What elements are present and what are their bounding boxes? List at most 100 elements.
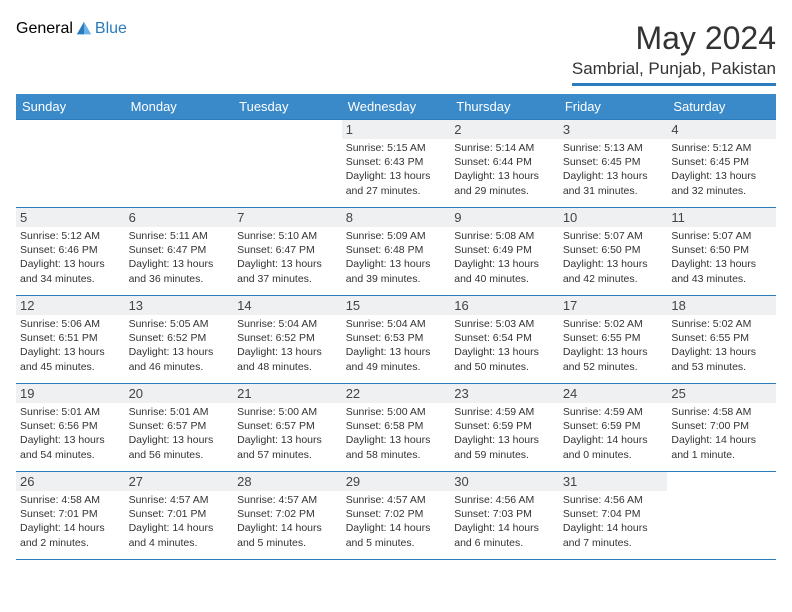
calendar-cell: 20 Sunrise: 5:01 AMSunset: 6:57 PMDayligh…	[125, 384, 234, 472]
day-number: 5	[16, 208, 125, 227]
calendar-cell: 6 Sunrise: 5:11 AMSunset: 6:47 PMDaylight…	[125, 208, 234, 296]
day-info: Sunrise: 4:59 AMSunset: 6:59 PMDaylight:…	[563, 405, 664, 462]
calendar-cell: 11 Sunrise: 5:07 AMSunset: 6:50 PMDayligh…	[667, 208, 776, 296]
calendar-cell: 24Sunrise: 4:59 AMSunset: 6:59 PMDayligh…	[559, 384, 668, 472]
calendar-row: 19 Sunrise: 5:01 AMSunset: 6:56 PMDayligh…	[16, 384, 776, 472]
day-info: Sunrise: 5:04 AMSunset: 6:52 PMDaylight:…	[237, 317, 338, 374]
day-info: Sunrise: 5:15 AMSunset: 6:43 PMDaylight:…	[346, 141, 447, 198]
calendar-cell: 7 Sunrise: 5:10 AMSunset: 6:47 PMDaylight…	[233, 208, 342, 296]
day-info: Sunrise: 5:02 AMSunset: 6:55 PMDaylight:…	[563, 317, 664, 374]
day-info: Sunrise: 5:12 AMSunset: 6:45 PMDaylight:…	[671, 141, 772, 198]
location: Sambrial, Punjab, Pakistan	[572, 59, 776, 86]
calendar-table: SundayMondayTuesdayWednesdayThursdayFrid…	[16, 94, 776, 560]
day-number: 29	[342, 472, 451, 491]
day-number: 2	[450, 120, 559, 139]
calendar-row: 1 Sunrise: 5:15 AMSunset: 6:43 PMDaylight…	[16, 120, 776, 208]
day-info: Sunrise: 4:57 AMSunset: 7:02 PMDaylight:…	[346, 493, 447, 550]
day-info: Sunrise: 4:58 AMSunset: 7:01 PMDaylight:…	[20, 493, 121, 550]
day-info: Sunrise: 5:07 AMSunset: 6:50 PMDaylight:…	[671, 229, 772, 286]
calendar-cell: 14 Sunrise: 5:04 AMSunset: 6:52 PMDayligh…	[233, 296, 342, 384]
day-number: 25	[667, 384, 776, 403]
calendar-cell: 30 Sunrise: 4:56 AMSunset: 7:03 PMDayligh…	[450, 472, 559, 560]
day-info: Sunrise: 5:01 AMSunset: 6:56 PMDaylight:…	[20, 405, 121, 462]
day-number: 7	[233, 208, 342, 227]
calendar-cell: 13 Sunrise: 5:05 AMSunset: 6:52 PMDayligh…	[125, 296, 234, 384]
day-info: Sunrise: 5:10 AMSunset: 6:47 PMDaylight:…	[237, 229, 338, 286]
day-info: Sunrise: 4:56 AMSunset: 7:04 PMDaylight:…	[563, 493, 664, 550]
weekday-header: Saturday	[667, 94, 776, 120]
calendar-cell: 2Sunrise: 5:14 AMSunset: 6:44 PMDaylight…	[450, 120, 559, 208]
calendar-cell: 29 Sunrise: 4:57 AMSunset: 7:02 PMDayligh…	[342, 472, 451, 560]
day-number: 9	[450, 208, 559, 227]
day-number: 10	[559, 208, 668, 227]
day-number: 27	[125, 472, 234, 491]
calendar-cell: 23Sunrise: 4:59 AMSunset: 6:59 PMDayligh…	[450, 384, 559, 472]
calendar-cell	[667, 472, 776, 560]
day-info: Sunrise: 5:05 AMSunset: 6:52 PMDaylight:…	[129, 317, 230, 374]
calendar-cell: 4 Sunrise: 5:12 AMSunset: 6:45 PMDaylight…	[667, 120, 776, 208]
weekday-header: Sunday	[16, 94, 125, 120]
calendar-cell: 27 Sunrise: 4:57 AMSunset: 7:01 PMDayligh…	[125, 472, 234, 560]
header: General Blue May 2024 Sambrial, Punjab, …	[16, 20, 776, 86]
day-info: Sunrise: 5:09 AMSunset: 6:48 PMDaylight:…	[346, 229, 447, 286]
logo-blue: Blue	[95, 20, 127, 38]
calendar-cell: 18Sunrise: 5:02 AMSunset: 6:55 PMDayligh…	[667, 296, 776, 384]
calendar-cell: 21 Sunrise: 5:00 AMSunset: 6:57 PMDayligh…	[233, 384, 342, 472]
calendar-cell: 9 Sunrise: 5:08 AMSunset: 6:49 PMDaylight…	[450, 208, 559, 296]
logo: General Blue	[16, 20, 127, 38]
day-number: 11	[667, 208, 776, 227]
calendar-cell: 15 Sunrise: 5:04 AMSunset: 6:53 PMDayligh…	[342, 296, 451, 384]
day-info: Sunrise: 4:58 AMSunset: 7:00 PMDaylight:…	[671, 405, 772, 462]
day-number: 13	[125, 296, 234, 315]
day-info: Sunrise: 5:00 AMSunset: 6:57 PMDaylight:…	[237, 405, 338, 462]
day-info: Sunrise: 5:13 AMSunset: 6:45 PMDaylight:…	[563, 141, 664, 198]
calendar-cell: 31Sunrise: 4:56 AMSunset: 7:04 PMDayligh…	[559, 472, 668, 560]
compass-icon	[75, 20, 93, 38]
day-number: 12	[16, 296, 125, 315]
calendar-row: 12 Sunrise: 5:06 AMSunset: 6:51 PMDayligh…	[16, 296, 776, 384]
calendar-row: 26Sunrise: 4:58 AMSunset: 7:01 PMDayligh…	[16, 472, 776, 560]
calendar-cell: 3 Sunrise: 5:13 AMSunset: 6:45 PMDaylight…	[559, 120, 668, 208]
calendar-cell: 5Sunrise: 5:12 AMSunset: 6:46 PMDaylight…	[16, 208, 125, 296]
day-info: Sunrise: 5:06 AMSunset: 6:51 PMDaylight:…	[20, 317, 121, 374]
day-number: 22	[342, 384, 451, 403]
day-info: Sunrise: 5:04 AMSunset: 6:53 PMDaylight:…	[346, 317, 447, 374]
calendar-cell: 12 Sunrise: 5:06 AMSunset: 6:51 PMDayligh…	[16, 296, 125, 384]
calendar-cell: 1 Sunrise: 5:15 AMSunset: 6:43 PMDaylight…	[342, 120, 451, 208]
day-number: 14	[233, 296, 342, 315]
day-number: 4	[667, 120, 776, 139]
calendar-cell: 25 Sunrise: 4:58 AMSunset: 7:00 PMDayligh…	[667, 384, 776, 472]
calendar-cell	[233, 120, 342, 208]
calendar-cell: 28Sunrise: 4:57 AMSunset: 7:02 PMDayligh…	[233, 472, 342, 560]
calendar-cell: 26Sunrise: 4:58 AMSunset: 7:01 PMDayligh…	[16, 472, 125, 560]
day-info: Sunrise: 5:11 AMSunset: 6:47 PMDaylight:…	[129, 229, 230, 286]
weekday-row: SundayMondayTuesdayWednesdayThursdayFrid…	[16, 94, 776, 120]
calendar-cell: 8 Sunrise: 5:09 AMSunset: 6:48 PMDaylight…	[342, 208, 451, 296]
day-number: 17	[559, 296, 668, 315]
day-number: 15	[342, 296, 451, 315]
day-info: Sunrise: 5:01 AMSunset: 6:57 PMDaylight:…	[129, 405, 230, 462]
day-number: 21	[233, 384, 342, 403]
day-info: Sunrise: 5:07 AMSunset: 6:50 PMDaylight:…	[563, 229, 664, 286]
day-info: Sunrise: 5:02 AMSunset: 6:55 PMDaylight:…	[671, 317, 772, 374]
day-number: 20	[125, 384, 234, 403]
day-info: Sunrise: 5:00 AMSunset: 6:58 PMDaylight:…	[346, 405, 447, 462]
day-number: 16	[450, 296, 559, 315]
day-info: Sunrise: 4:59 AMSunset: 6:59 PMDaylight:…	[454, 405, 555, 462]
day-info: Sunrise: 4:56 AMSunset: 7:03 PMDaylight:…	[454, 493, 555, 550]
title-block: May 2024 Sambrial, Punjab, Pakistan	[572, 20, 776, 86]
calendar-cell: 19 Sunrise: 5:01 AMSunset: 6:56 PMDayligh…	[16, 384, 125, 472]
calendar-cell	[125, 120, 234, 208]
weekday-header: Wednesday	[342, 94, 451, 120]
calendar-cell: 22 Sunrise: 5:00 AMSunset: 6:58 PMDayligh…	[342, 384, 451, 472]
calendar-cell: 10 Sunrise: 5:07 AMSunset: 6:50 PMDayligh…	[559, 208, 668, 296]
day-number: 3	[559, 120, 668, 139]
day-number: 6	[125, 208, 234, 227]
day-number: 19	[16, 384, 125, 403]
day-number: 1	[342, 120, 451, 139]
weekday-header: Thursday	[450, 94, 559, 120]
day-number: 8	[342, 208, 451, 227]
day-info: Sunrise: 5:08 AMSunset: 6:49 PMDaylight:…	[454, 229, 555, 286]
day-info: Sunrise: 4:57 AMSunset: 7:01 PMDaylight:…	[129, 493, 230, 550]
day-number: 30	[450, 472, 559, 491]
